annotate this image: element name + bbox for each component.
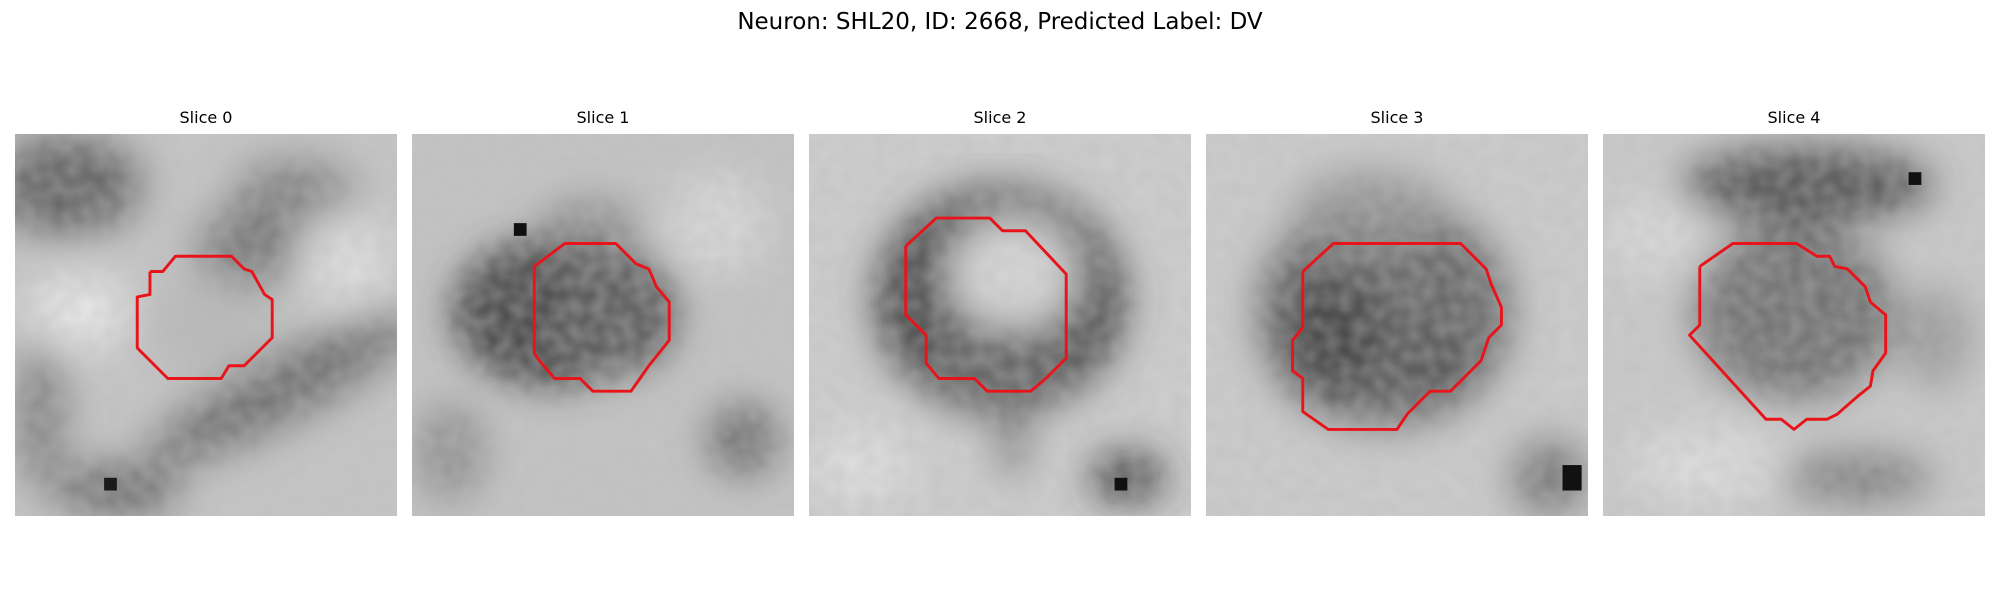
slice-image — [1206, 134, 1588, 516]
roi-contour — [904, 216, 1068, 393]
slice-image-svg — [1603, 134, 1985, 516]
slice-image-svg — [809, 134, 1191, 516]
slice-title: Slice 1 — [576, 108, 630, 127]
slice-title: Slice 2 — [973, 108, 1027, 127]
slice-image — [1603, 134, 1985, 516]
roi-contour — [1688, 242, 1888, 431]
figure-title: Neuron: SHL20, ID: 2668, Predicted Label… — [737, 9, 1263, 35]
slice-image-svg — [1206, 134, 1588, 516]
slice-image — [412, 134, 794, 516]
slice-image-svg — [15, 134, 397, 516]
roi-contour — [532, 242, 671, 393]
slice-image — [15, 134, 397, 516]
slice-title: Slice 3 — [1370, 108, 1424, 127]
slice-title: Slice 4 — [1767, 108, 1821, 127]
slice-image — [809, 134, 1191, 516]
roi-contour — [135, 254, 274, 380]
roi-contour — [1291, 242, 1503, 431]
slice-image-svg — [412, 134, 794, 516]
slice-title: Slice 0 — [179, 108, 233, 127]
